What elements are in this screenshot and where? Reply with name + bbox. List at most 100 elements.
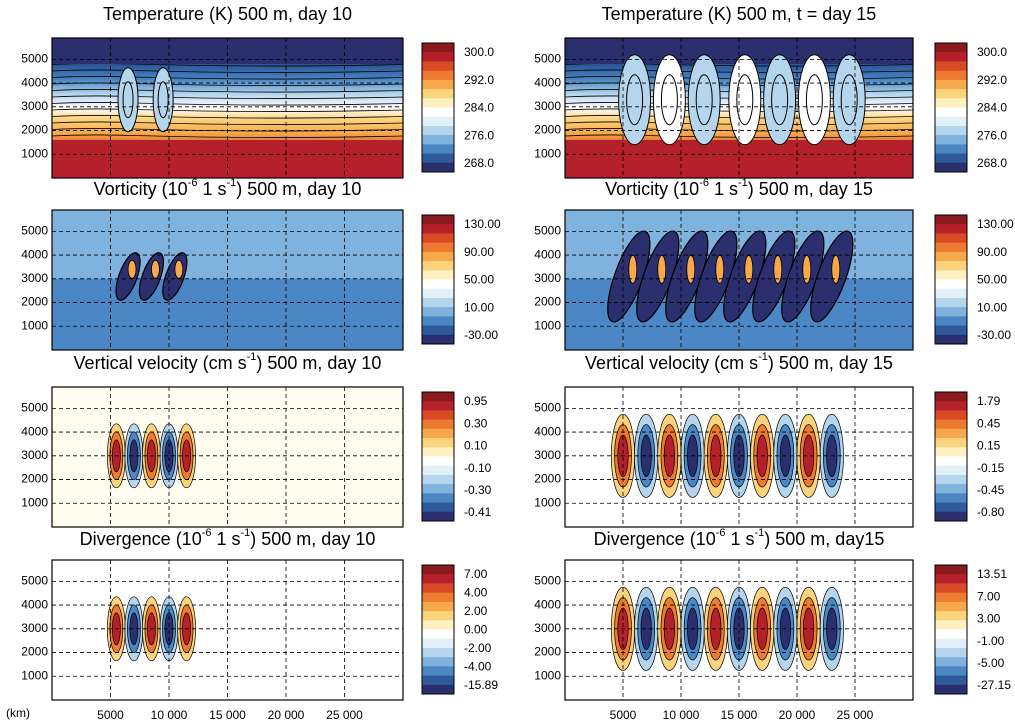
colorbar-swatch: [935, 493, 967, 504]
colorbar-swatch: [935, 620, 967, 630]
colorbar-label: -30.00: [464, 328, 498, 342]
colorbar-frame: [934, 564, 968, 695]
panel-title: Vertical velocity (cm s-1) 500 m, day 15: [585, 351, 893, 373]
colorbar-label: 276.0: [464, 128, 494, 142]
colorbar-swatch: [422, 125, 454, 136]
y-tick-label: 1000: [534, 495, 561, 509]
title-superscript: -6: [202, 527, 212, 539]
colorbar-label: 0.95: [464, 394, 488, 408]
colorbar-swatch: [422, 592, 454, 603]
colorbar-swatch: [935, 419, 967, 430]
swirl: [728, 54, 762, 146]
panel-title: Divergence (10-6 1 s-1) 500 m, day15: [594, 527, 885, 549]
colorbar-label: 10.00: [464, 300, 494, 314]
colorbar-label: -0.15: [977, 461, 1005, 475]
x-tick-label: 5000: [97, 708, 124, 722]
colorbar-swatch: [422, 297, 454, 308]
colorbar-swatch: [935, 684, 967, 695]
plot-frame: [51, 386, 404, 528]
swirl-core: [157, 81, 169, 119]
colorbar-label: 2.00: [464, 604, 488, 618]
y-tick-label: 1000: [534, 318, 561, 332]
colorbar-frame: [421, 564, 455, 695]
colorbar-swatch: [422, 647, 454, 658]
vortex-core: [831, 254, 841, 284]
y-tick-label: 4000: [534, 247, 561, 261]
colorbar-swatch: [935, 297, 967, 308]
panel: 1000 2000 3000 4000 5000 Temperature (K) 500 …: [534, 4, 1007, 179]
colorbar-label: 268.0: [464, 156, 494, 170]
colorbar-label: 13.51: [977, 567, 1007, 581]
title-text: ) 500 m, day 15: [748, 179, 873, 199]
swirl-core: [695, 74, 713, 126]
colorbar-label: -1.00: [977, 634, 1005, 648]
colorbar-swatch: [935, 153, 967, 164]
title-text: 1 s: [709, 179, 738, 199]
colorbar-label: 300.0: [464, 45, 494, 59]
colorbar-swatch: [422, 70, 454, 81]
colorbar-swatch: [422, 629, 454, 640]
y-tick-label: 4000: [534, 424, 561, 438]
colorbar-swatch: [935, 392, 967, 402]
y-tick-label: 4000: [21, 75, 48, 89]
y-tick-label: 3000: [21, 271, 48, 285]
colorbar-swatch: [422, 270, 454, 280]
title-text: ) 500 m, day 10: [250, 529, 375, 549]
y-tick-label: 2000: [534, 123, 561, 137]
colorbar-label: -30.00: [977, 328, 1011, 342]
colorbar-swatch: [422, 511, 454, 522]
colorbar-swatch: [935, 261, 967, 271]
vortex-core: [628, 254, 638, 284]
y-tick-label: 2000: [534, 472, 561, 486]
panel-title: Vorticity (10-6 1 s-1) 500 m, day 10: [94, 177, 362, 199]
colorbar-swatch: [935, 484, 967, 494]
title-text: 1 s: [725, 529, 754, 549]
colorbar-label: 0.00: [464, 623, 488, 637]
colorbar-label: 276.0: [977, 128, 1007, 142]
title-superscript: -1: [755, 527, 765, 539]
x-tick-label: 10 000: [151, 708, 188, 722]
colorbar-swatch: [935, 438, 967, 448]
panel: 1000 2000 3000 4000 5000 Vertical velocity (c…: [534, 351, 1005, 528]
colorbar-swatch: [422, 666, 454, 677]
isotherm: [565, 69, 913, 73]
colorbar-swatch: [935, 428, 967, 439]
colorbar-swatch: [935, 465, 967, 476]
colorbar-swatch: [935, 565, 967, 575]
colorbar-swatch: [422, 657, 454, 667]
colorbar-swatch: [422, 428, 454, 439]
title-text: Vertical velocity (cm s: [74, 353, 247, 373]
colorbar-label: 7.00: [464, 567, 488, 581]
colorbar-swatch: [422, 601, 454, 612]
y-tick-label: 3000: [21, 621, 48, 635]
swirl-core: [122, 81, 134, 119]
colorbar-swatch: [422, 456, 454, 467]
title-text: ) 500 m, day 15: [768, 353, 893, 373]
title-text: ) 500 m, day 10: [236, 179, 361, 199]
colorbar-swatch: [422, 392, 454, 402]
y-tick-label: 4000: [21, 597, 48, 611]
colorbar-label: 0.45: [977, 416, 1001, 430]
x-tick-label: 25 000: [326, 708, 363, 722]
colorbar-label: 0.30: [464, 416, 488, 430]
colorbar-label: -15.89: [464, 678, 498, 692]
title-text: Divergence (10: [594, 529, 716, 549]
colorbar-swatch: [935, 242, 967, 253]
swirl-core: [840, 74, 858, 126]
colorbar-swatch: [422, 484, 454, 494]
panel: 5000 10 000 15 000 20 000 25 000 1000 2000 3000…: [534, 527, 1011, 722]
colorbar-swatch: [422, 144, 454, 155]
y-tick-label: 5000: [534, 52, 561, 66]
isotherm: [52, 121, 403, 125]
x-tick-label: 15 000: [209, 708, 246, 722]
colorbar-label: 4.00: [464, 586, 488, 600]
vortex-core: [127, 259, 137, 279]
colorbar-swatch: [935, 43, 967, 53]
colorbar-label: 1.79: [977, 394, 1001, 408]
colorbar-frame: [934, 42, 968, 173]
title-text: 1 s: [211, 529, 240, 549]
panel-title: Temperature (K) 500 m, day 10: [103, 4, 352, 24]
y-tick-label: 1000: [21, 495, 48, 509]
colorbar-swatch: [422, 447, 454, 457]
